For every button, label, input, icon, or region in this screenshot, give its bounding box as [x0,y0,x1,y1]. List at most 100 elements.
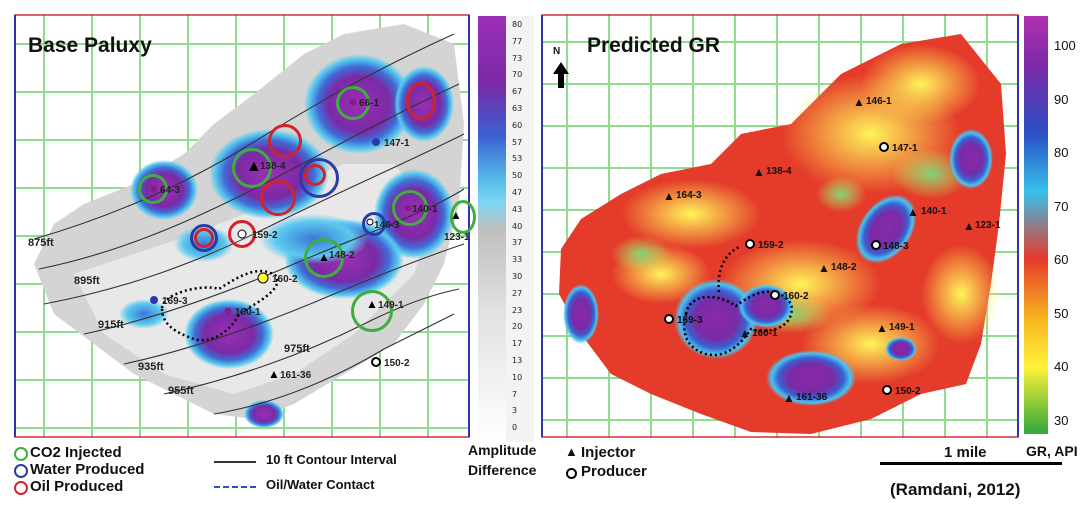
gr-tick: 80 [1054,145,1069,160]
right-map-canvas: N ▲ 146-1 147-1 ▲ 138-4 ▲ 164-3 ▲ 140-1 ▲ 123… [541,14,1019,438]
well-label: 148-2 [329,250,355,261]
water-ring [299,158,339,198]
legend-injector: Injector [581,444,636,461]
svg-text:955ft: 955ft [168,385,194,397]
co2-ring [450,200,476,234]
legend-water: Water Produced [30,461,145,478]
well-label: 138-4 [766,166,792,177]
gr-tick: 40 [1054,359,1069,374]
well-label: 64-3 [160,185,180,196]
svg-text:▲: ▲ [318,250,330,264]
owc-legend-line [214,486,256,488]
oil-water-contact-right [682,290,793,357]
well-label: 159-2 [252,230,278,241]
oil-ring [406,82,436,120]
well-label: 66-1 [359,98,379,109]
amplitude-tick: 13 [512,356,523,365]
well-label: 149-1 [889,322,915,333]
svg-text:875ft: 875ft [28,237,54,249]
oil-ring [194,228,214,248]
co2-ring [336,86,370,120]
left-well-labels: 64-3 66-1 147-1 ▲138-4 140-1 148-3 159-2… [28,98,470,397]
svg-text:▲: ▲ [853,95,865,109]
colorbar-label-line1: Amplitude [468,442,537,458]
north-arrow [553,62,569,88]
gr-tick: 100 [1054,38,1076,53]
gr-tick: 30 [1054,412,1069,428]
left-map: Base Paluxy 64-3 66-1 147-1 ▲ 138-4 140-1… [14,14,476,438]
oil-ring [228,220,256,248]
co2-ring [392,190,428,226]
well-label: 147-1 [384,138,410,149]
well-label: 148-2 [831,262,857,273]
well-label: 147-1 [892,143,918,154]
gr-colorbar [1024,16,1048,434]
svg-text:▲: ▲ [268,367,280,381]
amplitude-tick: 70 [512,70,523,80]
injector-legend-icon: ▲ [565,444,578,459]
gr-tick: 90 [1054,91,1069,107]
well-label: 150-2 [895,386,921,397]
svg-text:▲: ▲ [963,219,975,233]
co2-ring [232,148,272,188]
amplitude-tick: 73 [512,53,523,63]
gr-colorbar-label: GR, API [1026,443,1078,459]
well-label: 161-36 [280,370,312,381]
amplitude-tick: 20 [512,322,523,332]
well-label: 138-4 [260,161,286,172]
well-label: 149-1 [378,300,404,311]
well-label: 169-3 [677,315,703,326]
gr-tick: 70 [1054,198,1069,214]
scale-bar [880,462,1062,465]
amplitude-tick: 23 [512,305,523,315]
well-label: 159-2 [758,240,784,251]
co2-ring [304,238,344,278]
well-label: 160-2 [272,274,298,285]
amplitude-tick: 10 [512,372,523,382]
legend-oil: Oil Produced [30,478,124,495]
amplitude-tick: 50 [512,171,523,181]
well-label: 148-3 [883,241,909,252]
well-label: 146-1 [866,96,892,107]
svg-text:▲: ▲ [818,261,830,275]
svg-text:▲: ▲ [246,158,262,175]
amplitude-tick: 37 [512,238,523,248]
contour-legend-line [214,461,256,463]
amplitude-tick: 67 [512,87,523,97]
well-label: 148-3 [374,220,400,231]
right-map: N ▲ 146-1 147-1 ▲ 138-4 ▲ 164-3 ▲ 140-1 ▲ 123… [541,14,1019,438]
gr-tick: 50 [1054,305,1069,321]
svg-text:▲: ▲ [366,297,378,311]
svg-text:▲: ▲ [783,391,795,405]
amplitude-tick: 27 [512,288,523,298]
left-map-title: Base Paluxy [28,34,152,57]
contour-labels: 875ft 895ft 915ft 935ft 955ft 975ft [28,237,310,397]
amplitude-tick: 3 [512,406,518,416]
co2-ring [138,174,168,204]
well-label: 160-2 [783,291,809,302]
svg-text:▲: ▲ [663,189,675,203]
svg-text:975ft: 975ft [284,343,310,355]
right-map-title: Predicted GR [587,34,721,57]
amplitude-tick: 63 [512,104,523,113]
well-label: 150-2 [384,358,410,369]
svg-text:915ft: 915ft [98,319,124,331]
svg-text:▲: ▲ [753,165,765,179]
amplitude-tick: 77 [512,36,523,46]
co2-ring [351,290,393,332]
amplitude-tick: 47 [512,188,523,197]
well-label: 123-1 [975,220,1001,231]
oil-ring [260,180,296,216]
legend-owc: Oil/Water Contact [266,477,375,492]
citation: (Ramdani, 2012) [890,480,1021,499]
colorbar-label-line2: Difference [468,462,537,478]
svg-text:▲: ▲ [739,326,751,340]
water-ring [362,212,386,236]
water-ring [190,224,218,252]
amplitude-tick: 30 [512,272,523,281]
well-label: 164-3 [676,190,702,201]
well-label: 123-1 [444,232,470,243]
amplitude-tick: 57 [512,137,523,147]
contour-lines [33,33,465,415]
amplitude-tick: 80 [512,20,523,29]
